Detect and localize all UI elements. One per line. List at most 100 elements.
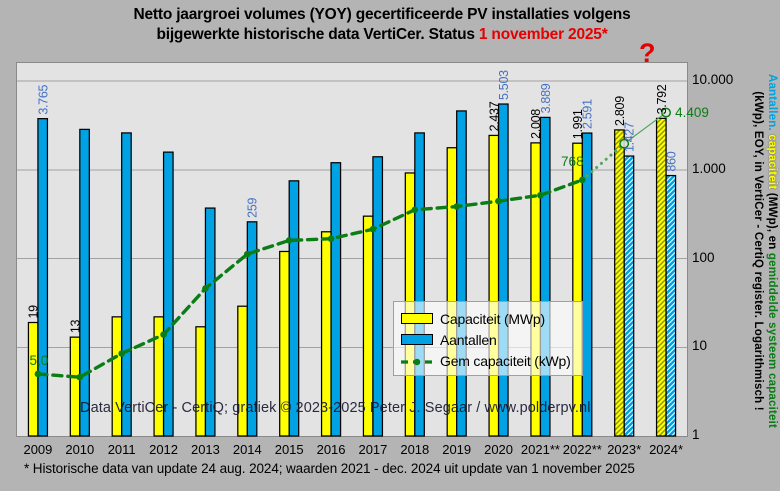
footnote: * Historische data van update 24 aug. 20…: [24, 461, 635, 476]
x-tick-label-2018: 2018: [400, 442, 430, 457]
bar-capacity-2013: [195, 326, 207, 437]
bar-count-2017: [372, 156, 384, 437]
legend-item-gem-capaciteit: Gem capaciteit (kWp): [401, 350, 582, 371]
avg-marker: [202, 285, 209, 292]
avg-value-label: 5,0: [30, 353, 49, 368]
bar-count-2009: [37, 118, 49, 437]
capacity-value-label: 1.991: [571, 109, 585, 139]
avg-marker: [244, 250, 251, 258]
count-value-label: 259: [246, 198, 260, 218]
bar-count-2014: [246, 221, 258, 437]
plot-area: 19 3.765 5,0 13 259 2.437 5.503 2.008 3.889 1.991…: [16, 62, 709, 437]
bar-capacity-2021**: [530, 142, 542, 437]
x-tick-label-2024: 2024*: [649, 442, 684, 457]
bar-count-2019: [456, 110, 467, 437]
count-value-label: 3.765: [36, 85, 50, 115]
chart-title: Netto jaargroei volumes (YOY) gecertific…: [0, 5, 764, 44]
count-value-label: 3.889: [539, 83, 553, 113]
title-line2-prefix: bijgewerkte historische data VertiCer. S…: [156, 25, 479, 43]
x-tick-label-2019: 2019: [442, 442, 472, 457]
x-tick-label-2014: 2014: [232, 442, 262, 457]
avg-capacity-line: [36, 178, 585, 379]
count-value-label: 1.427: [623, 122, 637, 152]
bar-capacity-2022**: [572, 142, 583, 437]
bar-capacity-2019: [446, 147, 458, 437]
count-swatch-icon: [401, 334, 433, 345]
avg-marker: [369, 225, 377, 233]
legend-item-capaciteit: Capaciteit (MWp): [401, 308, 582, 329]
avg-value-label: 4.409: [675, 105, 709, 120]
x-tick-label-2022: 2022**: [562, 442, 602, 457]
legend-label: Aantallen: [440, 331, 497, 348]
title-line2: bijgewerkte historische data VertiCer. S…: [0, 25, 764, 45]
bar-capacity-2020: [488, 134, 500, 437]
y-tick-label: 1.000: [692, 160, 726, 176]
x-tick-label-2015: 2015: [274, 442, 304, 457]
x-tick-label-2023: 2023*: [607, 442, 642, 457]
bar-capacity-2010: [69, 336, 81, 437]
avg-marker: [76, 373, 84, 381]
bar-count-2013: [204, 207, 216, 437]
right-axis-label-segment: (MWp), en: [766, 192, 778, 253]
avg-capacity-projection: [623, 112, 667, 145]
bar-capacity-2023*: [614, 129, 625, 437]
capacity-swatch-icon: [401, 313, 433, 324]
right-axis-label-segment: gemiddelde systeem capaciteit: [766, 252, 778, 429]
avg-marker: [453, 203, 460, 210]
count-value-label: 860: [664, 151, 678, 171]
line-swatch-svg: [401, 358, 433, 365]
avg-marker: [327, 235, 335, 243]
avg-marker: [537, 191, 544, 199]
legend-label: Capaciteit (MWp): [440, 310, 545, 327]
line-swatch-icon: [401, 355, 433, 367]
question-mark-annotation: ?: [639, 38, 656, 68]
bar-capacity-2009: [27, 321, 39, 437]
capacity-value-label: 13: [69, 319, 83, 333]
y-tick-label: 10.000: [692, 72, 734, 87]
x-tick-label-2010: 2010: [65, 442, 95, 457]
avg-marker-open: [619, 138, 630, 149]
count-value-label: 5.503: [497, 70, 511, 100]
right-axis-label: Aantallen. capaciteit (MWp), en gemiddel…: [751, 29, 779, 473]
avg-marker: [411, 206, 419, 214]
y-tick-label: 100: [692, 249, 715, 265]
x-tick-label-2020: 2020: [484, 442, 514, 457]
title-status-date: 1 november 2025*: [478, 25, 608, 43]
count-value-label: 2.591: [581, 99, 595, 129]
right-axis-label-segment: capaciteit: [766, 130, 778, 193]
avg-marker: [34, 370, 42, 378]
avg-marker: [160, 331, 167, 338]
capacity-value-label: 2.437: [487, 101, 501, 131]
x-tick-label-2012: 2012: [149, 442, 179, 457]
right-axis-label-segment: (kWp), EOY, in VertiCer - CertiQ registe…: [752, 91, 764, 411]
bar-count-2018: [414, 132, 425, 437]
watermark: Data VertiCer - CertiQ; grafiek © 2023-2…: [80, 400, 591, 416]
title-line1: Netto jaargroei volumes (YOY) gecertific…: [133, 6, 631, 23]
bar-count-2015: [288, 180, 300, 437]
avg-marker: [579, 176, 586, 184]
bar-capacity-2014: [237, 305, 248, 437]
bar-count-2011: [121, 132, 132, 437]
x-tick-label-2013: 2013: [190, 442, 220, 457]
x-tick-label-2009: 2009: [23, 442, 53, 457]
right-axis-label-line1: Aantallen. capaciteit (MWp), en gemiddel…: [765, 29, 779, 473]
bar-capacity-2011: [111, 316, 123, 437]
capacity-value-label: 19: [27, 305, 41, 319]
bar-count-2012: [162, 151, 174, 437]
bar-count-2023*: [623, 155, 635, 437]
bar-count-2024*: [665, 174, 677, 437]
x-tick-label-2021: 2021**: [520, 442, 560, 457]
x-tick-label-2011: 2011: [107, 442, 136, 457]
y-tick-label: 1: [692, 427, 700, 442]
avg-marker: [495, 197, 502, 205]
right-axis-label-segment: Aantallen.: [766, 73, 778, 131]
legend-item-aantallen: Aantallen: [401, 329, 582, 350]
avg-marker: [118, 350, 125, 357]
bar-count-2020: [497, 103, 509, 437]
bar-count-2021**: [539, 116, 551, 437]
avg-value-label: 768: [561, 154, 584, 169]
avg-marker-open: [661, 107, 672, 118]
bar-count-2016: [330, 162, 342, 437]
